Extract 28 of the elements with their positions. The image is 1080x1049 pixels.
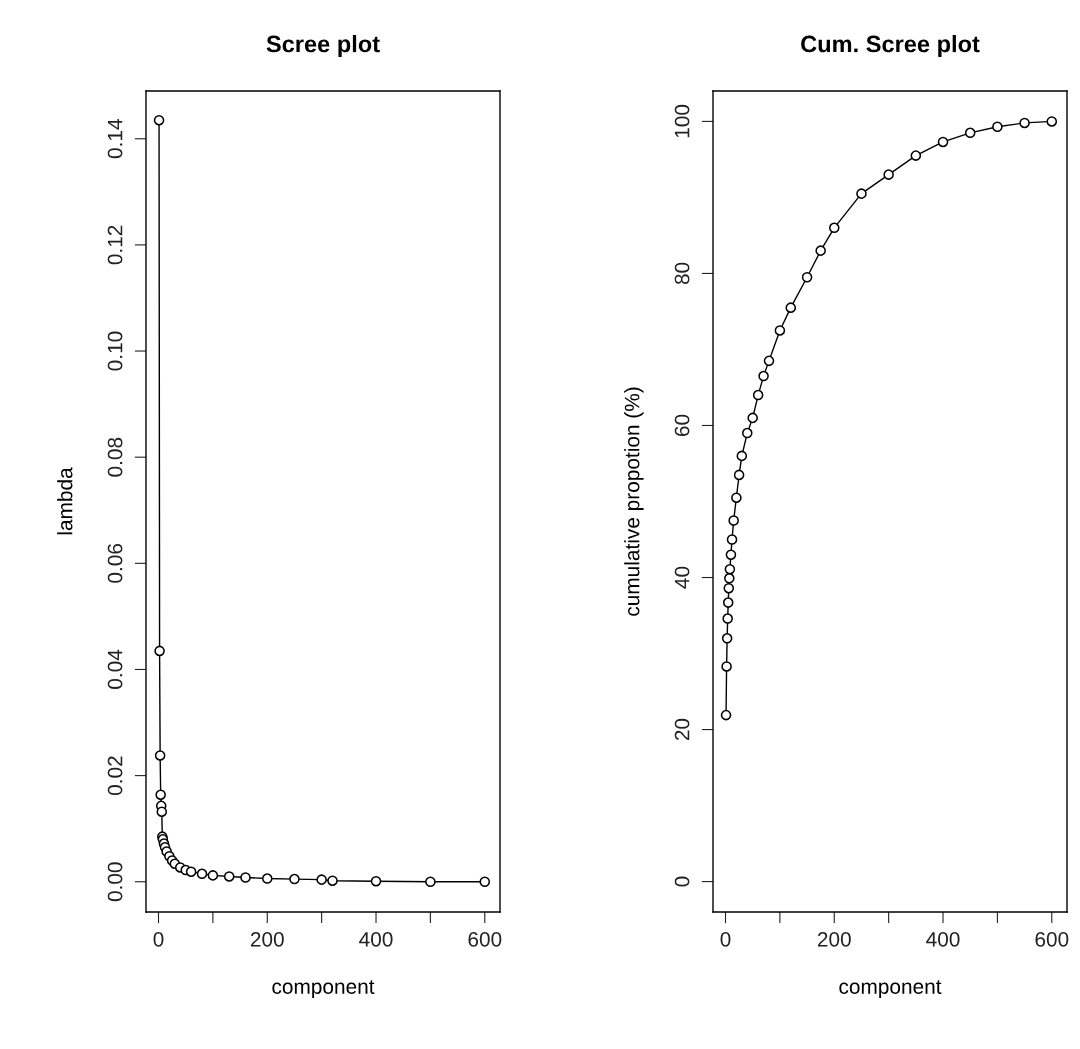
x-axis-title: component: [272, 980, 375, 999]
y-tick-label: 0.14: [107, 119, 123, 159]
y-tick-label: 0: [674, 876, 690, 887]
x-tick-label: 600: [1035, 931, 1069, 947]
y-tick-label: 100: [674, 104, 690, 138]
y-tick-label: 0.00: [107, 862, 123, 902]
y-tick-label: 0.04: [107, 649, 123, 689]
y-tick-label: 0.12: [107, 225, 123, 265]
y-tick-label: 40: [674, 566, 690, 589]
x-tick-label: 600: [468, 931, 502, 947]
y-axis-title: lambda: [57, 467, 73, 535]
x-axis-title: component: [839, 980, 942, 999]
y-tick-label: 80: [674, 262, 690, 285]
x-tick-label: 0: [153, 931, 164, 947]
chart-title: Cum. Scree plot: [801, 35, 980, 58]
y-axis-title: cumulative propotion (%): [624, 387, 644, 616]
y-tick-label: 20: [674, 718, 690, 741]
y-tick-label: 0.08: [107, 437, 123, 477]
x-tick-label: 200: [817, 931, 851, 947]
y-tick-label: 0.02: [107, 756, 123, 796]
y-tick-label: 60: [674, 414, 690, 437]
x-tick-label: 400: [926, 931, 960, 947]
chart-title: Scree plot: [266, 35, 380, 58]
x-tick-label: 200: [250, 931, 284, 947]
y-tick-label: 0.10: [107, 331, 123, 371]
x-tick-label: 0: [720, 931, 731, 947]
y-tick-label: 0.06: [107, 543, 123, 583]
x-tick-label: 400: [359, 931, 393, 947]
